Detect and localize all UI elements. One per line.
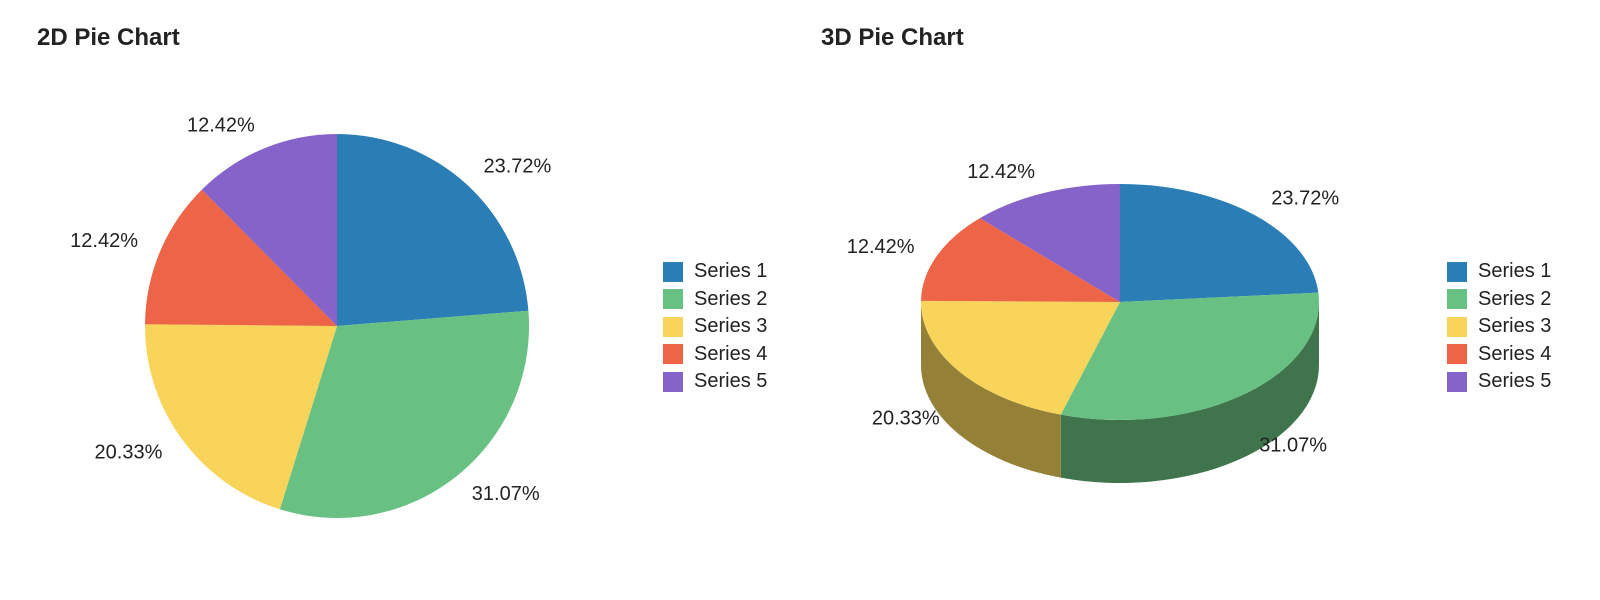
- slice-label-4: 12.42%: [847, 236, 915, 258]
- legend-swatch: [1447, 289, 1467, 310]
- pie-chart-2d: 23.72% 31.07% 20.33% 12.42% 12.42%: [70, 114, 552, 518]
- slice-label-1: 23.72%: [1271, 187, 1339, 209]
- legend-label: Series 4: [694, 342, 768, 365]
- legend-item[interactable]: Series 4: [663, 341, 767, 369]
- pie-chart-3d: 23.72% 31.07% 20.33% 12.42% 12.42%: [847, 161, 1339, 484]
- chart-title: 3D Pie Chart: [821, 24, 964, 51]
- legend-label: Series 1: [694, 260, 768, 283]
- pie-slice-2[interactable]: [279, 310, 530, 518]
- legend-item[interactable]: Series 2: [1447, 286, 1551, 314]
- legend-swatch: [663, 344, 683, 365]
- pie-slice-1[interactable]: [337, 134, 529, 326]
- slice-label-2: 31.07%: [472, 483, 540, 505]
- slice-label-5: 12.42%: [967, 161, 1035, 183]
- pie-side-2: [1060, 302, 1319, 484]
- pie-slice-4[interactable]: [145, 189, 337, 326]
- pie-slice-4[interactable]: [921, 218, 1120, 302]
- legend-item[interactable]: Series 1: [663, 258, 767, 286]
- legend-swatch: [663, 316, 683, 337]
- chart-title: 2D Pie Chart: [37, 24, 180, 51]
- slice-label-3: 20.33%: [95, 441, 163, 463]
- chart-legend: Series 1 Series 2 Series 3 Series 4 Seri…: [663, 258, 767, 396]
- slice-label-3: 20.33%: [872, 407, 940, 429]
- legend-item[interactable]: Series 4: [1447, 341, 1551, 369]
- legend-item[interactable]: Series 3: [1447, 313, 1551, 341]
- legend-item[interactable]: Series 5: [663, 368, 767, 396]
- slice-label-4: 12.42%: [70, 230, 138, 252]
- legend-swatch: [1447, 316, 1467, 337]
- legend-swatch: [663, 289, 683, 310]
- slice-label-5: 12.42%: [187, 114, 255, 136]
- pie-slice-3[interactable]: [145, 324, 337, 510]
- legend-label: Series 5: [1478, 370, 1552, 393]
- legend-item[interactable]: Series 1: [1447, 258, 1551, 286]
- legend-label: Series 3: [1478, 315, 1552, 338]
- legend-swatch: [663, 261, 683, 282]
- legend-label: Series 1: [1478, 260, 1552, 283]
- legend-item[interactable]: Series 3: [663, 313, 767, 341]
- legend-item[interactable]: Series 5: [1447, 368, 1551, 396]
- legend-label: Series 2: [1478, 287, 1552, 310]
- pie-slice-1[interactable]: [1120, 183, 1319, 302]
- slice-label-1: 23.72%: [484, 156, 552, 178]
- legend-swatch: [663, 371, 683, 392]
- chart-legend: Series 1 Series 2 Series 3 Series 4 Seri…: [1447, 258, 1551, 396]
- legend-label: Series 2: [694, 287, 768, 310]
- legend-item[interactable]: Series 2: [663, 286, 767, 314]
- pie-side-3: [921, 302, 1061, 478]
- pie-chart-2d-panel: 2D Pie Chart 23.72% 31.07% 20.33% 12.42% 12.…: [0, 0, 780, 600]
- pie-slice-2[interactable]: [1060, 292, 1320, 421]
- legend-swatch: [1447, 371, 1467, 392]
- pie-slice-5[interactable]: [979, 184, 1120, 302]
- legend-label: Series 5: [694, 370, 768, 393]
- slice-label-2: 31.07%: [1259, 434, 1327, 456]
- legend-swatch: [1447, 344, 1467, 365]
- legend-label: Series 4: [1478, 342, 1552, 365]
- pie-slice-3[interactable]: [921, 300, 1120, 415]
- legend-label: Series 3: [694, 315, 768, 338]
- legend-swatch: [1447, 261, 1467, 282]
- pie-chart-3d-panel: 3D Pie Chart 23.72% 31.07% 20.33% 12.42% 12.…: [802, 0, 1582, 600]
- pie-slice-5[interactable]: [201, 134, 337, 326]
